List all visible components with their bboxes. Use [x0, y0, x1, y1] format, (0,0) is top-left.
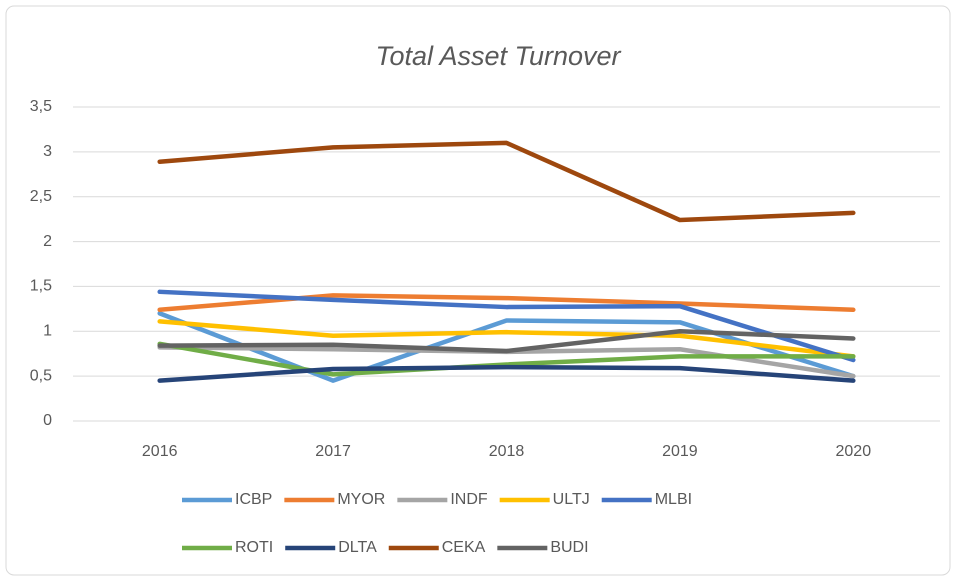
legend-label: BUDI: [550, 539, 588, 556]
series-line: [157, 140, 856, 223]
legend-label: ULTJ: [553, 491, 590, 508]
x-tick-label: 2016: [142, 443, 178, 460]
x-tick-label: 2017: [315, 443, 351, 460]
chart-frame: [5, 5, 951, 576]
y-tick-label: 1: [43, 323, 52, 340]
legend-label: CEKA: [442, 539, 486, 556]
y-tick-label: 3,5: [30, 98, 52, 115]
y-tick-label: 2: [43, 233, 52, 250]
chart-title: Total Asset Turnover: [375, 41, 621, 71]
x-tick-label: 2020: [836, 443, 872, 460]
series-line: [157, 364, 856, 383]
y-tick-label: 3: [43, 143, 52, 160]
y-tick-label: 0,5: [30, 367, 52, 384]
legend-label: DLTA: [338, 539, 377, 556]
legend-label: MYOR: [337, 491, 385, 508]
y-tick-label: 2,5: [30, 188, 52, 205]
x-tick-label: 2018: [489, 443, 525, 460]
series-line: [157, 341, 856, 377]
legend-label: INDF: [450, 491, 488, 508]
x-tick-label: 2019: [662, 443, 698, 460]
series-line: [157, 319, 856, 359]
series-line: [157, 293, 856, 313]
series-line: [157, 329, 856, 354]
series-line: [157, 289, 856, 363]
y-tick-label: 0: [43, 412, 52, 429]
legend-label: ROTI: [235, 539, 273, 556]
legend-label: ICBP: [235, 491, 272, 508]
legend-label: MLBI: [655, 491, 692, 508]
series-line: [157, 311, 856, 383]
y-tick-label: 1,5: [30, 278, 52, 295]
